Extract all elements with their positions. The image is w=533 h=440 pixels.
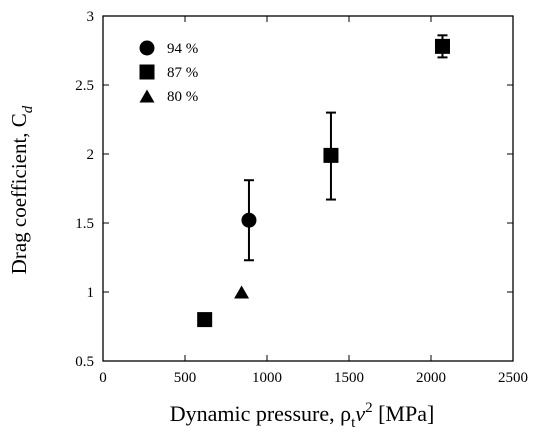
y-tick-label: 1.5 xyxy=(75,216,94,232)
data-point-circle xyxy=(241,212,257,228)
x-tick-label: 0 xyxy=(99,370,107,386)
y-tick-label: 2 xyxy=(87,147,95,163)
y-tick-label: 0.5 xyxy=(75,354,94,370)
x-axis-title-sup: 2 xyxy=(365,400,373,416)
legend-label: 94 % xyxy=(167,41,198,57)
y-tick-label: 1 xyxy=(87,285,95,301)
plot-area-border xyxy=(102,15,514,362)
x-tick-label: 2500 xyxy=(498,370,528,386)
axis-ticks: 0 500 1000 1500 2000 2500 0.5 1 1.5 2 2.5 3 xyxy=(75,9,528,386)
series-square xyxy=(197,34,450,328)
x-tick-label: 500 xyxy=(174,370,197,386)
x-axis-title-unit: [MPa] xyxy=(378,401,434,426)
series-triangle xyxy=(234,285,250,299)
legend: 94 % 87 % 80 % xyxy=(139,40,198,105)
legend-marker-square xyxy=(139,64,155,80)
y-axis-title-sub: d xyxy=(20,105,36,113)
legend-marker-triangle xyxy=(139,89,155,103)
x-tick-label: 1000 xyxy=(252,370,282,386)
data-point-square xyxy=(323,147,339,163)
y-axis-title: Drag coefficient, Cd xyxy=(7,105,36,274)
x-axis-title-text: Dynamic pressure, ρ xyxy=(170,401,351,426)
y-tick-label: 2.5 xyxy=(75,78,94,94)
data-marks xyxy=(197,34,450,328)
x-axis-title: Dynamic pressure, ρtv2 [MPa] xyxy=(170,400,435,431)
legend-label: 87 % xyxy=(167,65,198,81)
x-tick-label: 2000 xyxy=(416,370,446,386)
legend-label: 80 % xyxy=(167,89,198,105)
data-point-square xyxy=(434,38,450,54)
x-tick-label: 1500 xyxy=(334,370,364,386)
x-axis-title-var: v xyxy=(355,401,365,426)
series-circle xyxy=(241,179,257,262)
plot-frame xyxy=(102,15,514,362)
x-axis-title-sub: t xyxy=(351,415,356,431)
y-tick-label: 3 xyxy=(87,9,95,25)
legend-marker-circle xyxy=(139,40,155,56)
data-point-square xyxy=(197,312,213,328)
data-point-triangle xyxy=(234,285,250,299)
y-axis-title-text: Drag coefficient, C xyxy=(7,113,31,274)
